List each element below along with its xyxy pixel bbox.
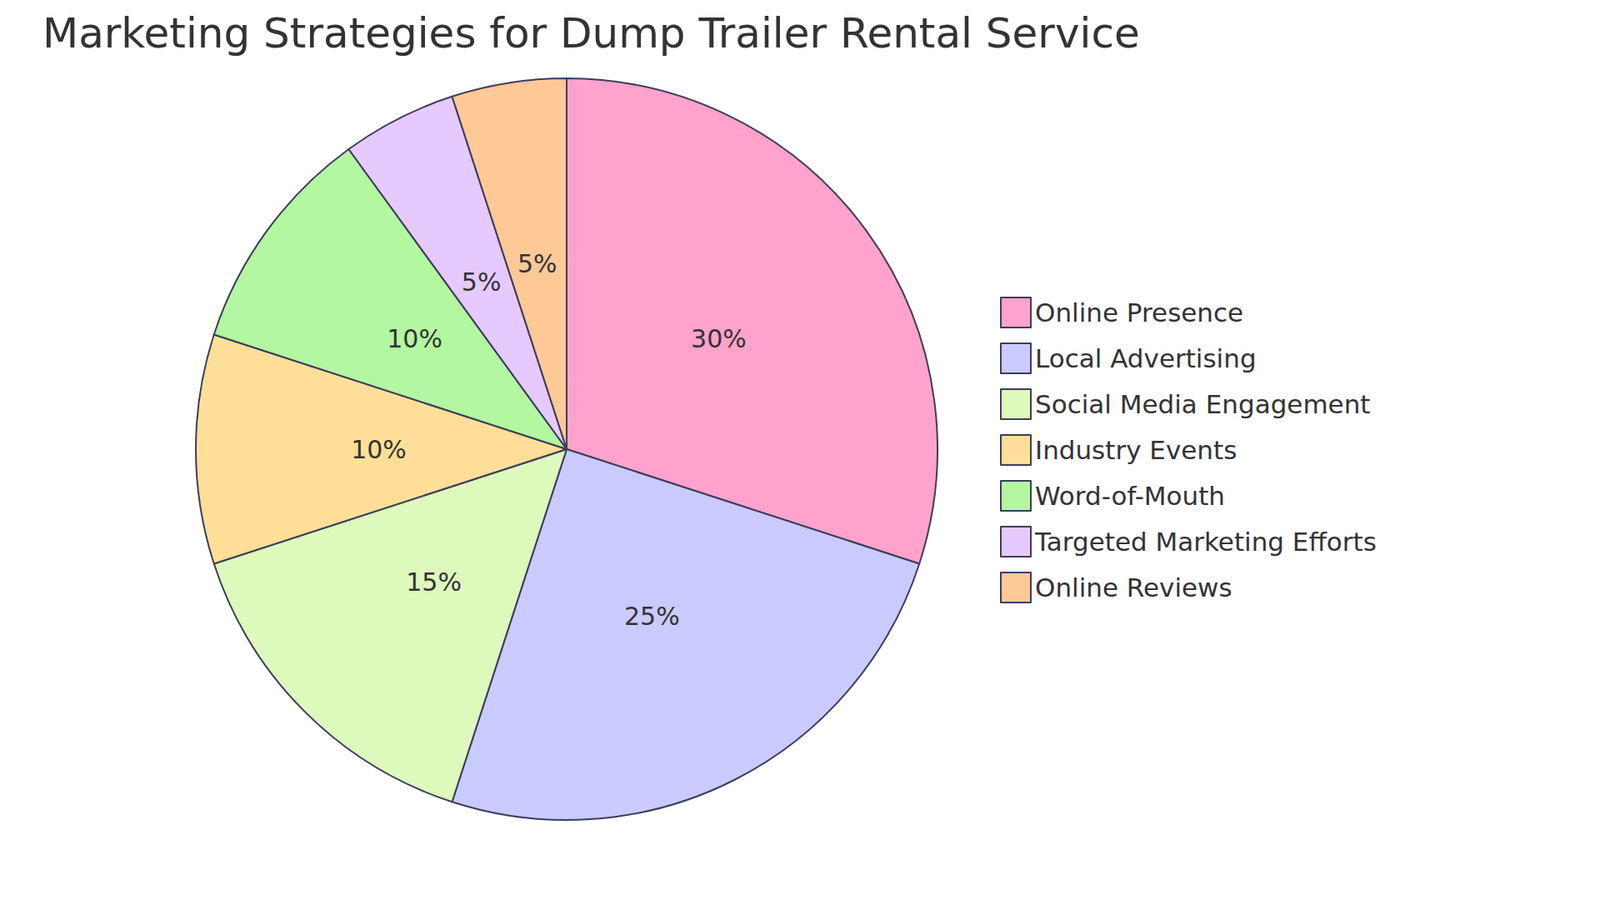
svg-text:15%: 15%	[405, 567, 462, 597]
svg-text:10%: 10%	[386, 324, 443, 354]
svg-text:5%: 5%	[517, 249, 558, 279]
svg-text:Online Reviews: Online Reviews	[1035, 572, 1233, 603]
svg-text:5%: 5%	[461, 267, 502, 297]
svg-text:10%: 10%	[350, 435, 407, 465]
svg-text:Social Media Engagement: Social Media Engagement	[1035, 389, 1370, 420]
svg-text:Word-of-Mouth: Word-of-Mouth	[1035, 480, 1225, 511]
svg-text:30%: 30%	[690, 324, 747, 354]
svg-text:Local Advertising: Local Advertising	[1035, 343, 1257, 374]
svg-text:Online Presence: Online Presence	[1035, 297, 1244, 328]
svg-text:Industry Events: Industry Events	[1035, 435, 1237, 465]
svg-text:Marketing Strategies for Dump: Marketing Strategies for Dump Trailer Re…	[42, 9, 1140, 58]
svg-text:25%: 25%	[624, 601, 680, 631]
svg-text:Targeted Marketing Efforts: Targeted Marketing Efforts	[1034, 526, 1377, 557]
